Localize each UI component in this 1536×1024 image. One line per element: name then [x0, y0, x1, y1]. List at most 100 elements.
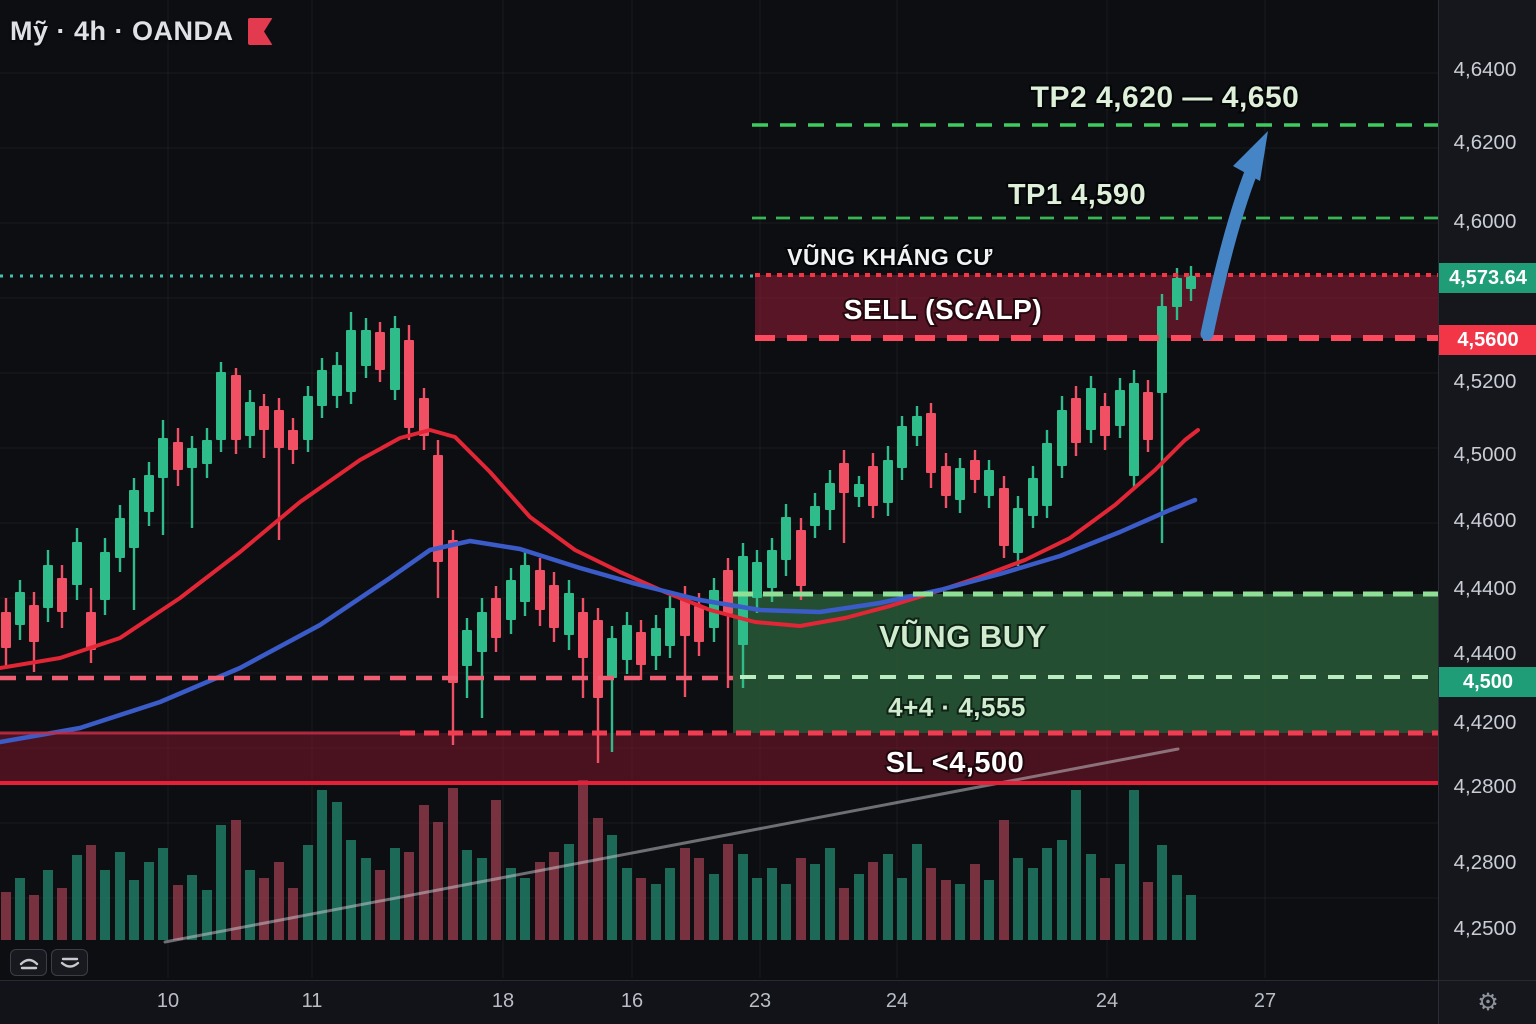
volume-bar: [1013, 858, 1023, 940]
candle-body: [317, 370, 327, 406]
price-tick: 4,2800: [1453, 851, 1517, 874]
volume-bar: [564, 844, 574, 940]
candle-body: [781, 517, 791, 560]
candle-body: [375, 332, 385, 370]
volume-bar: [1086, 854, 1096, 940]
candle-body: [115, 518, 125, 558]
volume-bar: [984, 880, 994, 940]
candle-body: [448, 540, 458, 683]
volume-bar: [491, 800, 501, 940]
candle-body: [970, 460, 980, 480]
volume-bar: [549, 852, 559, 940]
buy-zone-price-label: 4+4 · 4,555: [888, 692, 1026, 722]
candle-body: [477, 612, 487, 652]
candle-body: [752, 562, 762, 598]
candle-body: [144, 475, 154, 512]
time-label: 11: [301, 990, 323, 1012]
volume-bar: [1129, 790, 1139, 940]
volume-bar: [216, 825, 226, 940]
time-label: 16: [620, 990, 644, 1012]
axis-corner-cell: ⚙: [1438, 980, 1536, 1024]
volume-bar: [999, 820, 1009, 940]
candle-body: [332, 365, 342, 396]
volume-bar: [1157, 845, 1167, 940]
breakout-arrow: [1200, 153, 1263, 341]
tp1-label: TP1 4,590: [1008, 179, 1146, 211]
volume-bar: [1172, 875, 1182, 940]
volume-bar: [622, 868, 632, 940]
volume-bar: [173, 885, 183, 940]
candle-body: [100, 552, 110, 600]
flag-marker-icon[interactable]: [247, 18, 273, 45]
volume-bar: [868, 862, 878, 940]
price-tick: 4,4600: [1453, 509, 1517, 532]
volume-bar: [506, 868, 516, 940]
candle-body: [1, 612, 11, 648]
candle-body: [1115, 390, 1125, 426]
pane-restore-button[interactable]: [51, 949, 88, 976]
candle-body: [665, 608, 675, 646]
tp2-label: TP2 4,620 — 4,650: [1031, 81, 1300, 114]
candle-body: [288, 430, 298, 450]
price-badge: 4,500: [1439, 667, 1536, 697]
candle-body: [825, 483, 835, 510]
volume-bar: [259, 878, 269, 940]
candle-body: [1172, 278, 1182, 307]
price-tick: 4,2800: [1453, 775, 1517, 798]
candle-body: [564, 593, 574, 635]
sell-scalp-label: SELL (SCALP): [844, 294, 1042, 325]
candle-body: [535, 570, 545, 610]
price-badge: 4,5600: [1439, 325, 1536, 355]
candle-body: [839, 463, 849, 493]
volume-bar: [375, 870, 385, 940]
volume-bar: [100, 870, 110, 940]
price-badge: 4,573.64: [1439, 263, 1536, 293]
symbol-title[interactable]: Mỹ · 4h · OANDA: [10, 16, 234, 46]
volume-bar: [796, 858, 806, 940]
candle-body: [622, 625, 632, 660]
volume-bar: [651, 884, 661, 940]
arc-down-icon: [60, 957, 79, 968]
price-tick: 4,6400: [1453, 58, 1517, 81]
pane-collapse-button[interactable]: [10, 949, 47, 976]
candle-body: [796, 530, 806, 586]
volume-bar: [477, 858, 487, 940]
time-axis[interactable]: 10 11 18 16 23 24 24 27: [0, 980, 1438, 1024]
candle-body: [259, 406, 269, 430]
candle-body: [202, 440, 212, 464]
candle-body: [636, 632, 646, 665]
candle-body: [941, 466, 951, 496]
sl-zone: [0, 733, 1438, 783]
gear-icon[interactable]: ⚙: [1477, 989, 1499, 1016]
volume-bar: [578, 780, 588, 940]
volume-bar: [709, 874, 719, 940]
price-tick: 4,4400: [1453, 577, 1517, 600]
candle-body: [15, 592, 25, 625]
volume-bar: [593, 818, 603, 940]
candle-body: [303, 396, 313, 440]
volume-bar: [1028, 868, 1038, 940]
candle-body: [29, 605, 39, 642]
candle-body: [245, 402, 255, 436]
volume-bar: [752, 878, 762, 940]
sell-zone: [755, 275, 1438, 338]
volume-bar: [839, 888, 849, 940]
time-label: 10: [156, 990, 180, 1012]
price-axis[interactable]: 4,6400 4,6200 4,6000 4,5200 4,5000 4,4600 4,44…: [1438, 0, 1536, 980]
candle-body: [72, 542, 82, 585]
volume-bar: [941, 880, 951, 940]
candle-body: [491, 598, 501, 638]
candle-body: [390, 328, 400, 390]
volume-bar: [245, 870, 255, 940]
candle-body: [897, 426, 907, 468]
candle-body: [1129, 383, 1139, 476]
price-tick: 4,5200: [1453, 370, 1517, 393]
volume-bar: [361, 858, 371, 940]
price-tick: 4,5000: [1453, 443, 1517, 466]
resistance-label: VŨNG KHÁNG CƯ: [787, 243, 993, 270]
time-label: 24: [885, 990, 909, 1012]
volume-bar: [723, 844, 733, 940]
volume-bar: [607, 835, 617, 940]
